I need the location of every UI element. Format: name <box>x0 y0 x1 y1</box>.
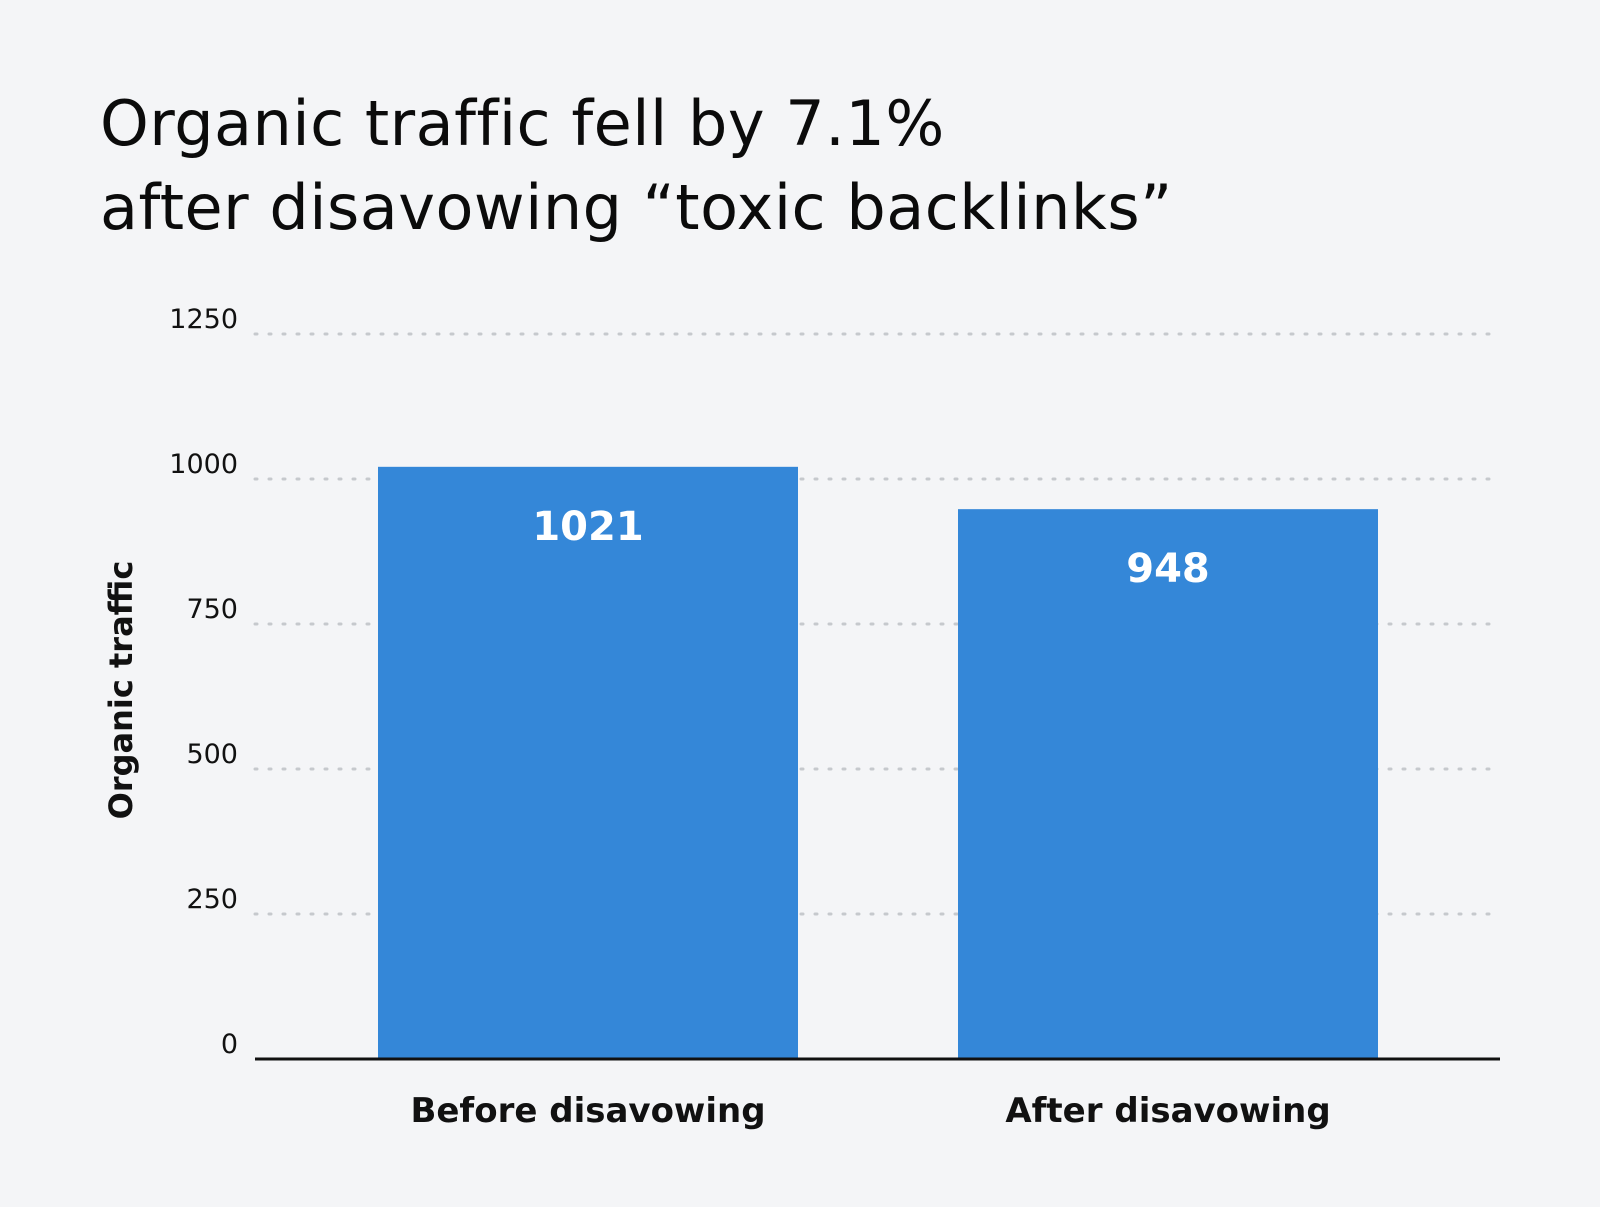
bar <box>378 466 798 1059</box>
y-tick-label: 750 <box>186 594 238 625</box>
chart-title: Organic traffic fell by 7.1% after disav… <box>100 82 1173 250</box>
y-tick-label: 500 <box>186 739 238 770</box>
y-axis-title: Organic traffic <box>102 561 140 820</box>
y-tick-label: 1000 <box>169 449 238 480</box>
y-tick-label: 1250 <box>169 304 238 335</box>
chart-title-line-2: after disavowing “toxic backlinks” <box>100 171 1173 244</box>
data-label: 1021 <box>532 504 643 550</box>
x-tick-label: After disavowing <box>1005 1091 1330 1131</box>
y-tick-label: 0 <box>221 1029 238 1060</box>
chart-title-line-1: Organic traffic fell by 7.1% <box>100 87 945 160</box>
data-label: 948 <box>1126 546 1210 592</box>
y-tick-label: 250 <box>186 884 238 915</box>
x-tick-label: Before disavowing <box>410 1091 765 1131</box>
bar <box>958 509 1378 1059</box>
